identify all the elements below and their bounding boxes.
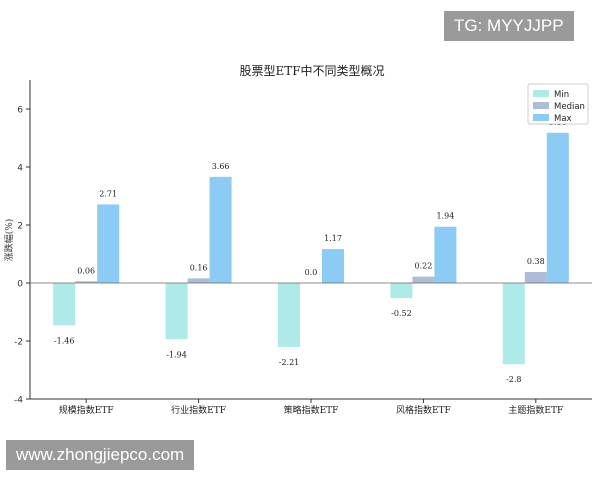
y-tick-label: 4 [17,164,23,174]
legend-swatch-min [533,90,549,97]
bar-max [209,176,232,283]
y-tick-label: 6 [17,106,23,116]
y-tick-label: -2 [14,338,23,348]
data-label-min: -1.46 [54,336,75,345]
legend: Min Median Max [527,83,589,125]
data-label-median: 0.06 [77,266,95,275]
y-axis-label: 涨跌幅(%) [3,219,15,262]
data-label-max: 3.66 [212,162,230,171]
x-tick-label: 主题指数ETF [508,404,563,416]
bar-min [278,283,300,348]
legend-label-min: Min [554,90,569,100]
bar-median [187,278,210,283]
plot-area: -4 -2 0 2 4 6 -1.46 0.06 2.71 规模指数ETF -1.94 0.16 3.6… [14,80,592,416]
legend-label-max: Max [554,114,572,124]
data-label-min: -2.21 [279,358,300,367]
y-tick-label: 0 [17,280,23,290]
legend-swatch-median [533,102,549,109]
data-label-min: -2.8 [506,375,521,384]
bar-median [75,281,98,283]
x-tick-label: 风格指数ETF [396,404,451,416]
y-tick-label: 2 [17,222,23,232]
watermark-top: TG: MYYJJPP [444,11,574,41]
bar-max [546,132,569,283]
data-label-min: -0.52 [391,309,412,318]
y-tick-label: -4 [14,396,23,406]
data-label-max: 2.71 [99,189,117,198]
legend-label-median: Median [554,102,585,112]
watermark-bottom: www.zhongjiepco.com [6,440,195,470]
data-label-median: 0.0 [305,268,318,277]
data-label-median: 0.38 [527,257,545,266]
data-label-median: 0.16 [190,263,208,272]
data-label-median: 0.22 [414,262,432,271]
bar-median [412,276,435,283]
x-tick-label: 策略指数ETF [284,404,339,416]
bar-median [524,271,547,283]
x-tick-label: 行业指数ETF [171,404,226,416]
bar-max [434,226,457,283]
chart-title: 股票型ETF中不同类型概况 [239,63,384,78]
data-label-max: 1.94 [436,212,454,221]
bar-min [165,283,188,340]
legend-swatch-max [533,114,549,121]
x-tick-label: 规模指数ETF [59,404,114,416]
bar-min [53,283,76,326]
bar-max [97,204,120,283]
bar-max [322,249,344,283]
bar-min [390,283,413,299]
data-label-max: 1.17 [324,234,342,243]
bar-min [502,283,525,365]
data-label-min: -1.94 [166,350,187,359]
